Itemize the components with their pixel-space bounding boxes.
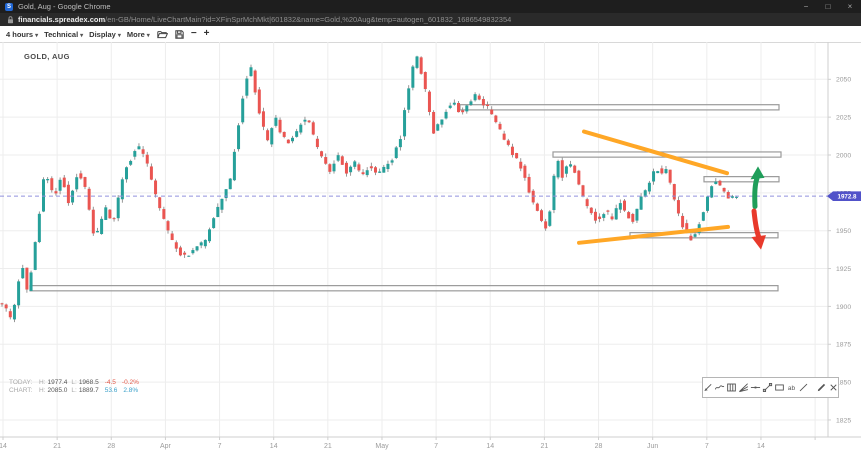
- chevron-down-icon: ▾: [146, 32, 150, 39]
- trendlines: [577, 129, 730, 245]
- x-axis-tick-label: 7: [434, 443, 438, 450]
- today-change: -4.5: [104, 379, 116, 386]
- x-axis-tick-label: 14: [0, 443, 7, 450]
- x-axis-tick-label: 14: [270, 443, 278, 450]
- support-resistance-band: [459, 104, 780, 111]
- x-axis-tick-label: 14: [486, 443, 494, 450]
- url-path: /en-GB/Home/LiveChartMain?id=XFinSprMchM…: [105, 15, 512, 24]
- maximize-button[interactable]: □: [825, 2, 831, 11]
- y-axis-tick-label: 1925: [836, 266, 851, 273]
- draw-diagonal-line-icon[interactable]: [798, 382, 809, 393]
- save-icon[interactable]: [175, 29, 184, 39]
- current-price-tag: 1972.8: [827, 191, 861, 201]
- x-axis-tick-label: Jun: [647, 443, 658, 450]
- draw-pointer-icon[interactable]: [702, 382, 713, 393]
- zoom-out-button[interactable]: −: [190, 28, 197, 39]
- green-up-arrow: [752, 175, 760, 209]
- y-axis-tick-label: 1950: [836, 228, 851, 235]
- support-resistance-band: [703, 176, 780, 183]
- candlestick-chart[interactable]: 14 21 28 Apr 7 14 21 May 7 14 21 28 Jun 7 14 2050 2025 20…: [0, 42, 861, 451]
- draw-horizontal-line-icon[interactable]: [750, 382, 761, 393]
- chevron-down-icon: ▾: [80, 32, 84, 39]
- chart-low: 1889.7: [78, 386, 99, 394]
- menu-timeframe[interactable]: 4 hours ▾: [6, 29, 39, 39]
- draw-pen-icon[interactable]: [816, 382, 827, 393]
- x-axis-tick-label: Apr: [160, 443, 172, 450]
- zoom-in-button[interactable]: +: [203, 28, 210, 39]
- drawing-toolbar: ab: [702, 377, 839, 398]
- minimize-button[interactable]: −: [803, 2, 809, 11]
- y-axis-tick-label: 1850: [836, 380, 851, 387]
- menu-display[interactable]: Display ▾: [89, 29, 121, 39]
- x-axis-tick-label: 28: [595, 443, 603, 450]
- legend-row-chart: CHART: H: 2085.0 L: 1889.7 53.6 2.8%: [9, 386, 139, 394]
- today-change-pct: -0.2%: [121, 379, 139, 386]
- y-axis-tick-label: 2000: [836, 152, 851, 159]
- x-axis-tick-label: 21: [324, 443, 332, 450]
- url-host: financials.spreadex.com: [18, 15, 106, 24]
- url-bar[interactable]: financials.spreadex.com /en-GB/Home/Live…: [0, 13, 861, 27]
- draw-delete-icon[interactable]: [828, 382, 839, 393]
- x-axis-tick-label: 7: [705, 443, 709, 450]
- draw-rectangle-icon[interactable]: [774, 382, 785, 393]
- y-axis-tick-label: 2050: [836, 77, 851, 84]
- site-favicon: S: [5, 2, 13, 11]
- chart-legend: TODAY: H: 1977.4 L: 1968.5 -4.5 -0.2% CHAR…: [9, 379, 139, 394]
- draw-grid-icon[interactable]: [726, 382, 737, 393]
- x-axis-tick-label: 21: [53, 443, 61, 450]
- x-axis-tick-label: 14: [757, 443, 765, 450]
- today-high: 1977.4: [47, 379, 68, 386]
- current-price-value: 1972.8: [838, 193, 857, 200]
- x-axis-tick-label: 28: [107, 443, 115, 450]
- today-low: 1968.5: [78, 379, 99, 386]
- orange-trendline: [577, 224, 730, 245]
- x-axis-tick-label: May: [375, 443, 389, 450]
- y-axis-tick-label: 2025: [836, 115, 851, 122]
- menu-technical[interactable]: Technical ▾: [44, 29, 84, 39]
- chevron-down-icon: ▾: [117, 32, 121, 39]
- support-resistance-band: [29, 285, 779, 292]
- chart-change-pct: 2.8%: [123, 386, 139, 394]
- draw-freehand-icon[interactable]: [714, 382, 725, 393]
- chevron-down-icon: ▾: [35, 32, 39, 39]
- x-axis-tick-label: 7: [218, 443, 222, 450]
- draw-trendline-icon[interactable]: [762, 382, 773, 393]
- y-axis-tick-label: 1900: [836, 304, 851, 311]
- legend-row-today: TODAY: H: 1977.4 L: 1968.5 -4.5 -0.2%: [9, 379, 139, 386]
- green-up-arrowhead: [750, 166, 765, 180]
- svg-text:ab: ab: [788, 385, 796, 392]
- chart-canvas[interactable]: GOLD, AUG 14 21 28 Apr 7 14 21 May 7 14 21 28 Jun 7 14…: [0, 42, 861, 451]
- draw-text-icon[interactable]: ab: [786, 382, 797, 393]
- window-title: Gold, Aug - Google Chrome: [18, 2, 111, 11]
- orange-trendline: [582, 129, 729, 176]
- y-axis-tick-label: 1875: [836, 342, 851, 349]
- direction-arrows: [750, 166, 766, 250]
- symbol-label: GOLD, AUG: [24, 52, 70, 61]
- window-titlebar: S Gold, Aug - Google Chrome − □ ×: [0, 0, 861, 13]
- chart-change: 53.6: [104, 386, 118, 394]
- y-axis-tick-label: 1825: [836, 417, 851, 424]
- open-folder-icon[interactable]: [157, 30, 168, 39]
- support-resistance-band: [629, 232, 779, 239]
- chart-menubar: 4 hours ▾ Technical ▾ Display ▾ More ▾ − +: [0, 26, 861, 43]
- menu-more[interactable]: More ▾: [126, 29, 150, 39]
- close-button[interactable]: ×: [847, 2, 853, 11]
- red-down-arrowhead: [751, 235, 766, 250]
- chart-high: 2085.0: [47, 386, 68, 394]
- x-axis-tick-label: 21: [541, 443, 549, 450]
- lock-icon: [7, 15, 14, 24]
- draw-fan-icon[interactable]: [738, 382, 749, 393]
